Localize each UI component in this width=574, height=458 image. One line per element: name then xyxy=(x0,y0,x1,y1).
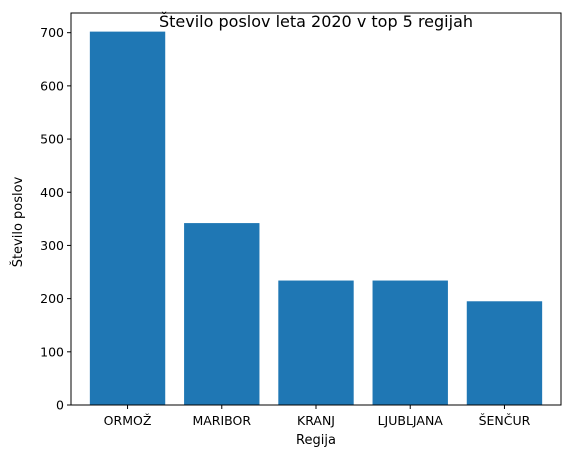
x-tick-label: ŠENČUR xyxy=(479,413,531,428)
chart-title: Število poslov leta 2020 v top 5 regijah xyxy=(159,12,473,31)
y-tick-label: 300 xyxy=(40,238,64,253)
x-axis-label: Regija xyxy=(296,433,336,448)
y-axis: 0 100 200 300 400 500 600 700 xyxy=(40,25,71,413)
plot-frame xyxy=(70,12,562,406)
y-tick-label: 700 xyxy=(40,25,64,40)
x-tick-label: ORMOŽ xyxy=(104,413,152,428)
y-tick-label: 600 xyxy=(40,78,64,93)
x-axis: ORMOŽ MARIBOR KRANJ LJUBLJANA ŠENČUR xyxy=(104,405,531,428)
bar-maribor xyxy=(184,223,260,405)
y-tick-label: 400 xyxy=(40,185,64,200)
x-tick-label: MARIBOR xyxy=(192,413,251,428)
y-tick-label: 0 xyxy=(56,398,64,413)
x-tick-label: LJUBLJANA xyxy=(378,413,444,428)
y-tick-label: 500 xyxy=(40,132,64,147)
bar-ljubljana xyxy=(372,280,448,405)
x-tick-label: KRANJ xyxy=(297,413,335,428)
y-axis-label: Število poslov xyxy=(10,176,26,267)
y-tick-label: 100 xyxy=(40,344,64,359)
bar-šenčur xyxy=(466,301,543,405)
bars-group xyxy=(89,31,543,406)
bar-ormož xyxy=(89,31,166,406)
y-tick-label: 200 xyxy=(40,291,64,306)
bar-kranj xyxy=(278,280,354,405)
